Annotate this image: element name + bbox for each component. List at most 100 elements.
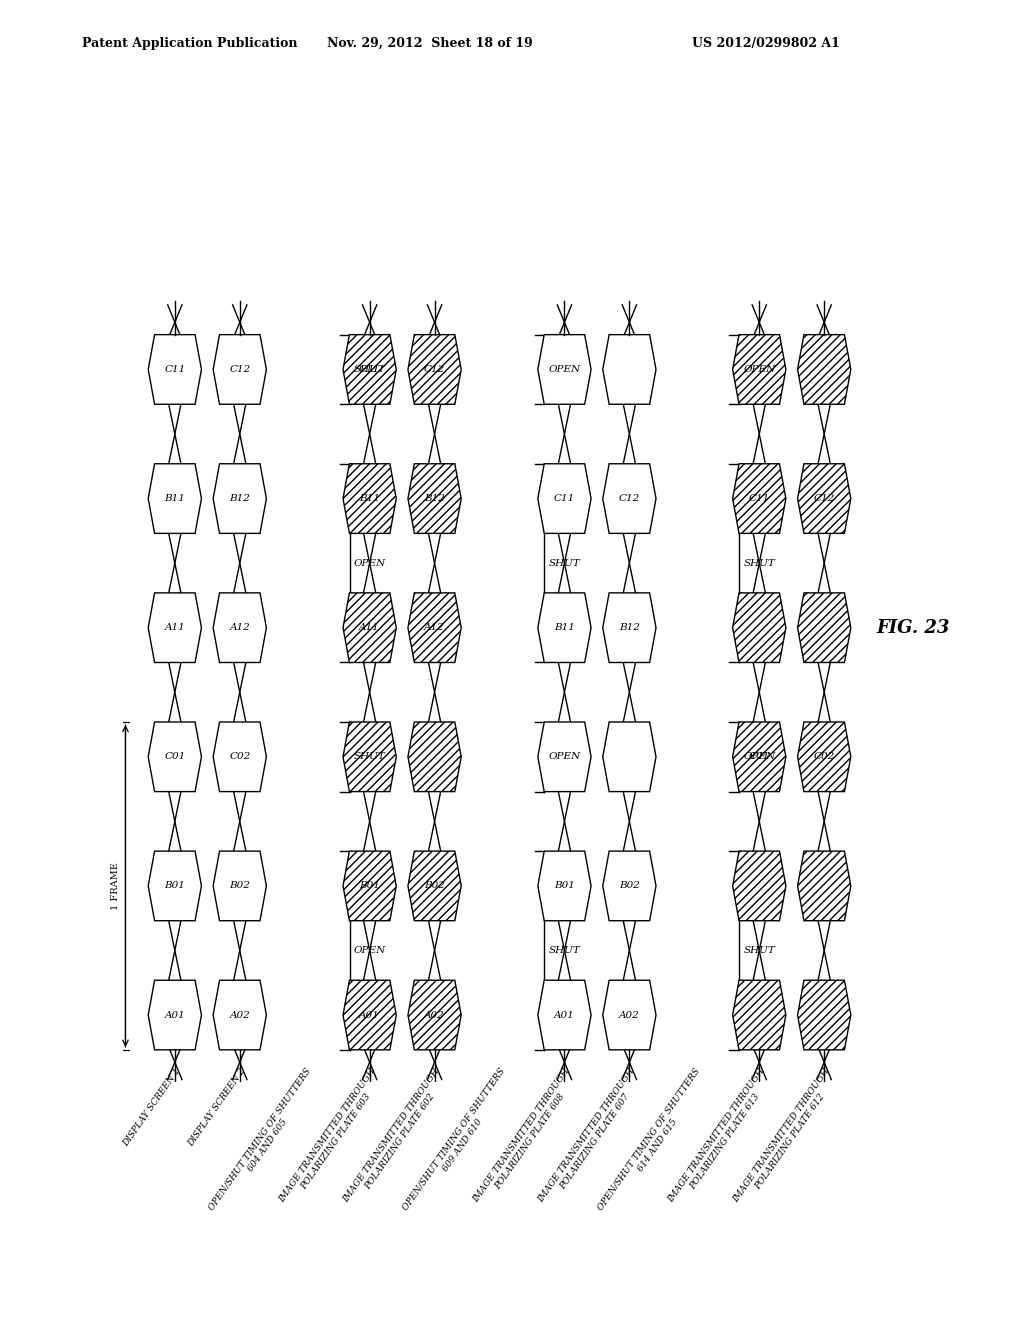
Text: IMAGE TRANSMITTED THROUGH
POLARIZING PLATE 603: IMAGE TRANSMITTED THROUGH POLARIZING PLA… [276,1067,385,1210]
Polygon shape [148,722,202,792]
Text: OPEN: OPEN [549,364,581,374]
Text: A11: A11 [165,623,185,632]
Polygon shape [343,463,396,533]
Text: SHUT: SHUT [549,946,581,954]
Text: IMAGE TRANSMITTED THROUGH
POLARIZING PLATE 608: IMAGE TRANSMITTED THROUGH POLARIZING PLA… [472,1067,581,1210]
Text: SHUT: SHUT [743,946,775,954]
Polygon shape [603,722,656,792]
Polygon shape [603,851,656,921]
Polygon shape [732,335,785,404]
Polygon shape [732,593,785,663]
Polygon shape [343,593,396,663]
Text: C02: C02 [229,752,251,762]
Polygon shape [148,981,202,1049]
Text: OPEN/SHUT TIMING OF SHUTTERS
609 AND 610: OPEN/SHUT TIMING OF SHUTTERS 609 AND 610 [401,1067,515,1218]
Text: B12: B12 [424,494,445,503]
Polygon shape [603,335,656,404]
Text: C12: C12 [814,494,835,503]
Text: SHUT: SHUT [743,558,775,568]
Polygon shape [732,722,785,792]
Polygon shape [148,335,202,404]
Text: OPEN/SHUT TIMING OF SHUTTERS
604 AND 605: OPEN/SHUT TIMING OF SHUTTERS 604 AND 605 [207,1067,321,1218]
Polygon shape [408,722,461,792]
Text: OPEN: OPEN [743,752,776,762]
Polygon shape [343,851,396,921]
Text: FIG. 23: FIG. 23 [877,619,949,636]
Polygon shape [798,981,851,1049]
Text: A01: A01 [554,1011,574,1019]
Text: B01: B01 [554,882,574,891]
Text: IMAGE TRANSMITTED THROUGH
POLARIZING PLATE 602: IMAGE TRANSMITTED THROUGH POLARIZING PLA… [342,1067,451,1210]
Text: IMAGE TRANSMITTED THROUGH
POLARIZING PLATE 613: IMAGE TRANSMITTED THROUGH POLARIZING PLA… [667,1067,775,1210]
Text: A12: A12 [424,623,445,632]
Text: A02: A02 [229,1011,250,1019]
Text: IMAGE TRANSMITTED THROUGH
POLARIZING PLATE 607: IMAGE TRANSMITTED THROUGH POLARIZING PLA… [537,1067,645,1210]
Polygon shape [213,335,266,404]
Text: OPEN/SHUT TIMING OF SHUTTERS
614 AND 615: OPEN/SHUT TIMING OF SHUTTERS 614 AND 615 [596,1067,711,1218]
Text: OPEN: OPEN [354,558,386,568]
Text: C11: C11 [554,494,575,503]
Text: B02: B02 [229,882,250,891]
Text: B11: B11 [359,494,380,503]
Text: C12: C12 [424,364,445,374]
Polygon shape [732,851,785,921]
Polygon shape [408,593,461,663]
Text: B12: B12 [229,494,250,503]
Polygon shape [148,851,202,921]
Polygon shape [538,335,591,404]
Polygon shape [538,851,591,921]
Text: B01: B01 [359,882,380,891]
Polygon shape [798,463,851,533]
Text: A02: A02 [620,1011,640,1019]
Polygon shape [343,722,396,792]
Polygon shape [148,463,202,533]
Text: C01: C01 [749,752,770,762]
Polygon shape [732,981,785,1049]
Polygon shape [408,335,461,404]
Text: Nov. 29, 2012  Sheet 18 of 19: Nov. 29, 2012 Sheet 18 of 19 [328,37,532,50]
Text: B02: B02 [424,882,445,891]
Polygon shape [538,593,591,663]
Text: DISPLAY SCREEN 1: DISPLAY SCREEN 1 [121,1067,182,1148]
Polygon shape [538,463,591,533]
Polygon shape [798,335,851,404]
Polygon shape [603,463,656,533]
Text: C12: C12 [618,494,640,503]
Polygon shape [343,335,396,404]
Polygon shape [538,981,591,1049]
Polygon shape [538,722,591,792]
Text: A12: A12 [229,623,250,632]
Text: Patent Application Publication: Patent Application Publication [82,37,297,50]
Polygon shape [343,981,396,1049]
Text: DISPLAY SCREEN 2: DISPLAY SCREEN 2 [186,1067,247,1148]
Polygon shape [798,593,851,663]
Text: C02: C02 [814,752,835,762]
Polygon shape [148,593,202,663]
Text: OPEN: OPEN [549,752,581,762]
Text: SHUT: SHUT [354,364,386,374]
Polygon shape [408,981,461,1049]
Polygon shape [213,463,266,533]
Polygon shape [603,981,656,1049]
Text: B11: B11 [554,623,574,632]
Text: A02: A02 [424,1011,445,1019]
Text: IMAGE TRANSMITTED THROUGH
POLARIZING PLATE 612: IMAGE TRANSMITTED THROUGH POLARIZING PLA… [731,1067,840,1210]
Text: US 2012/0299802 A1: US 2012/0299802 A1 [692,37,840,50]
Polygon shape [408,851,461,921]
Text: A01: A01 [165,1011,185,1019]
Text: SHUT: SHUT [354,752,386,762]
Polygon shape [213,593,266,663]
Text: SHUT: SHUT [549,558,581,568]
Text: C11: C11 [164,364,185,374]
Text: OPEN: OPEN [354,946,386,954]
Polygon shape [408,463,461,533]
Polygon shape [798,851,851,921]
Text: B02: B02 [618,882,640,891]
Polygon shape [603,593,656,663]
Text: C11: C11 [749,494,770,503]
Polygon shape [213,851,266,921]
Text: 1 FRAME: 1 FRAME [112,862,120,909]
Text: C12: C12 [229,364,251,374]
Text: C01: C01 [164,752,185,762]
Polygon shape [798,722,851,792]
